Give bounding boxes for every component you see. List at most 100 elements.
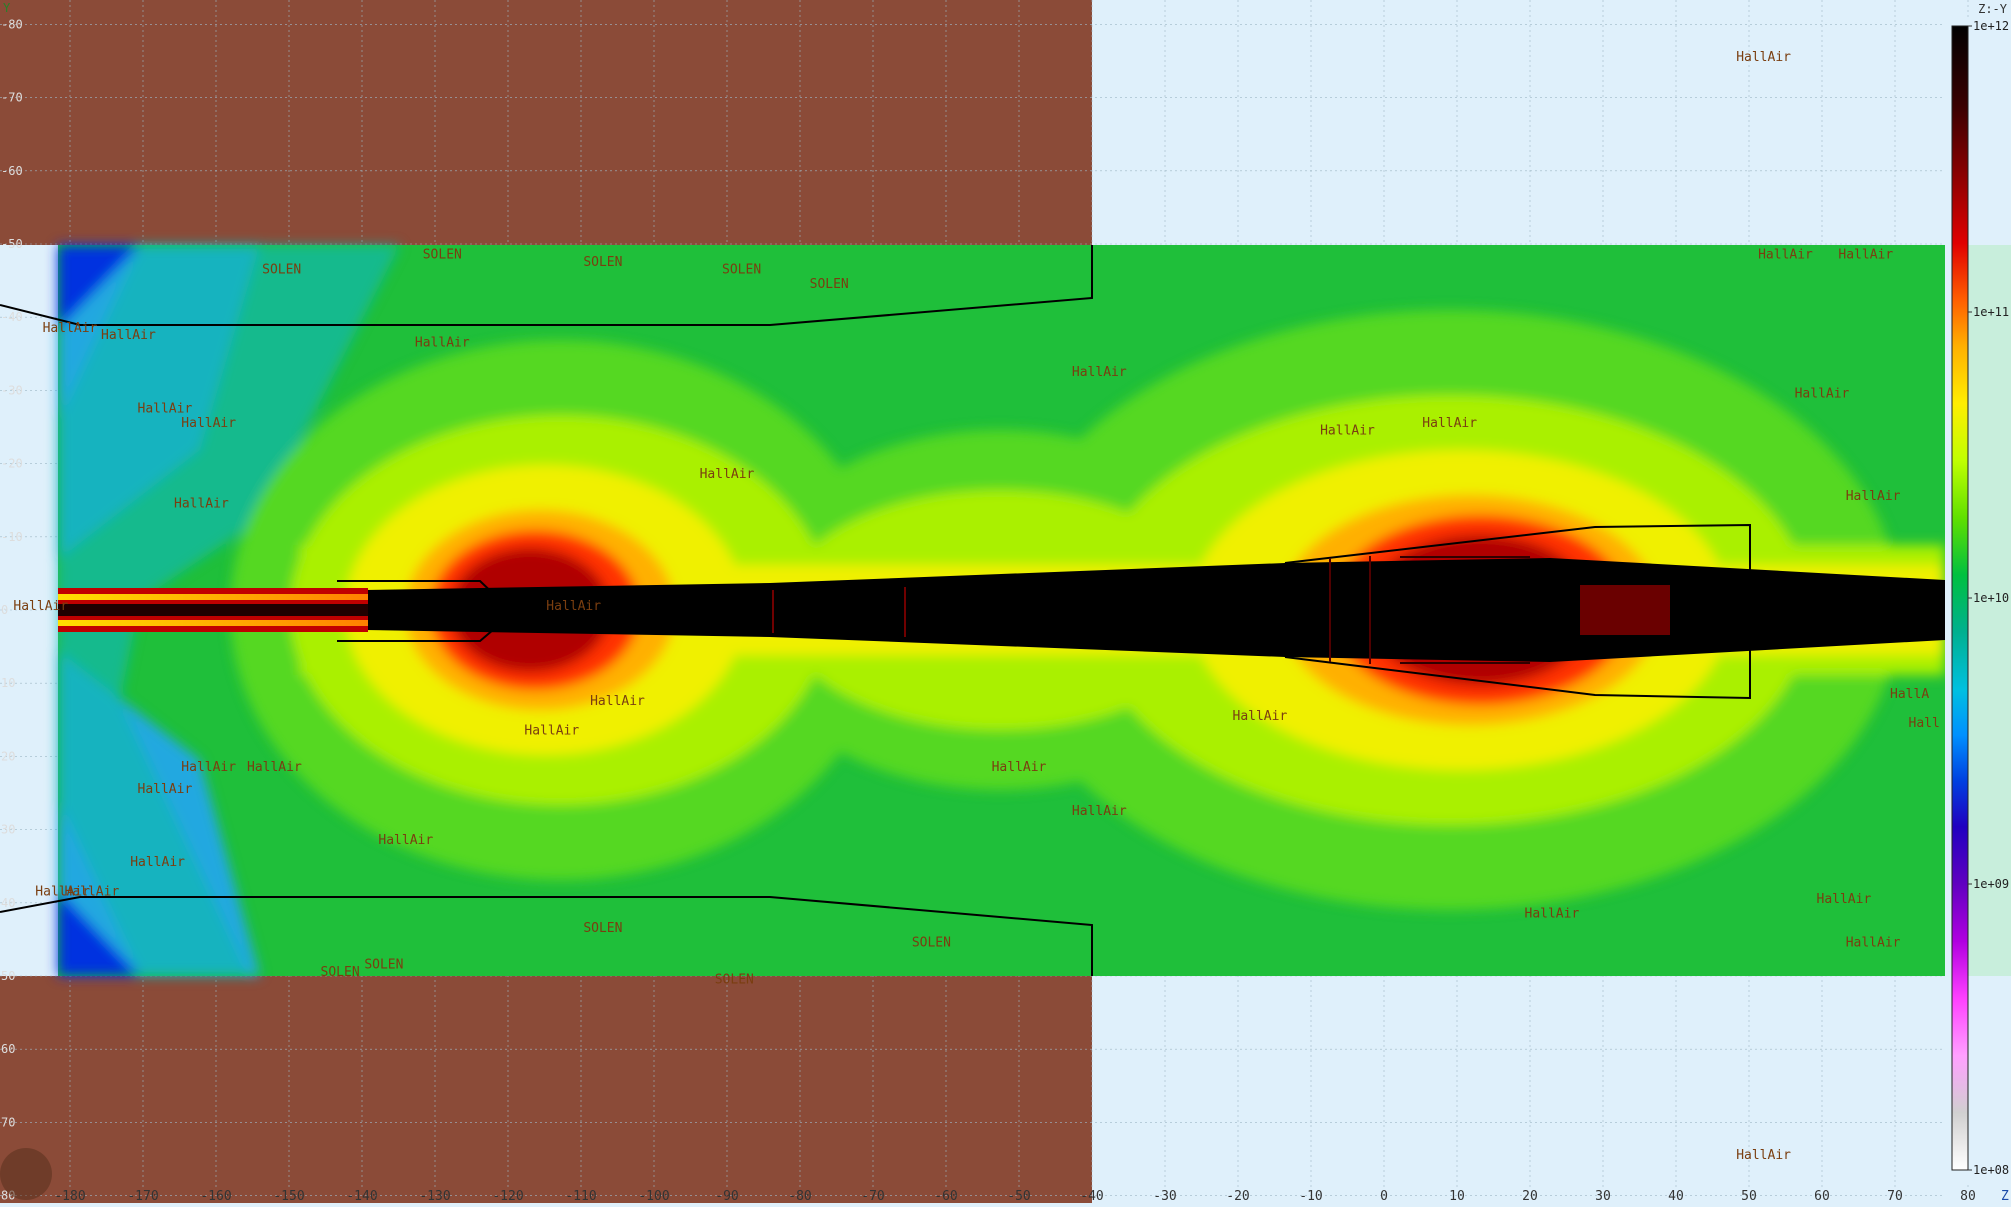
z-tick-label: -140 <box>346 1189 377 1203</box>
region-label: HallAir <box>1320 423 1375 438</box>
region-label: SOLEN <box>583 921 622 936</box>
z-tick-label: 30 <box>1595 1189 1611 1203</box>
region-label: SOLEN <box>583 255 622 270</box>
z-tick-label: 10 <box>1449 1189 1465 1203</box>
region-label: HallAir <box>65 884 120 899</box>
region-label: SOLEN <box>715 972 754 987</box>
y-tick-label: -10 <box>1 530 23 544</box>
region-label: HallAir <box>700 467 755 482</box>
z-tick-label: -160 <box>200 1189 231 1203</box>
region-label: HallAir <box>181 760 236 775</box>
region-label: HallAir <box>1817 892 1872 907</box>
region-label: HallAir <box>43 321 98 336</box>
region-label: HallAir <box>1838 248 1893 263</box>
z-tick-label: 20 <box>1522 1189 1538 1203</box>
colorbar-tick-label: 1e+08 <box>1973 1163 2009 1177</box>
region-label: HallAir <box>1736 50 1791 65</box>
region-label: HallAir <box>35 884 90 899</box>
region-label: SOLEN <box>810 277 849 292</box>
z-tick-label: -80 <box>788 1189 811 1203</box>
origin-marker <box>0 1148 52 1200</box>
y-tick-label: -80 <box>1 17 23 31</box>
z-tick-label: -10 <box>1299 1189 1322 1203</box>
y-tick-label: -30 <box>1 383 23 397</box>
z-tick-label: -110 <box>565 1189 596 1203</box>
y-tick-label: -20 <box>1 457 23 471</box>
region-label: HallAir <box>1525 906 1580 921</box>
z-tick-label: -130 <box>419 1189 450 1203</box>
region-label: SOLEN <box>364 958 403 973</box>
z-tick-label: -150 <box>273 1189 304 1203</box>
region-label: HallAir <box>13 599 68 614</box>
z-tick-label: -70 <box>861 1189 884 1203</box>
region-label: HallAir <box>590 694 645 709</box>
flux-map <box>58 245 1945 976</box>
region-label: SOLEN <box>321 965 360 980</box>
y-tick-label: 40 <box>1 896 15 910</box>
region-label: HallAir <box>181 416 236 431</box>
z-axis-letter: Z <box>2001 1189 2009 1203</box>
region-label: SOLEN <box>423 248 462 263</box>
y-tick-label: -60 <box>1 164 23 178</box>
region-label: SOLEN <box>912 936 951 951</box>
geometry-outlines <box>0 245 1751 976</box>
y-axis-letter: Y <box>3 1 11 15</box>
region-label: HallAir <box>174 497 229 512</box>
region-label: HallAir <box>1846 489 1901 504</box>
region-label: HallA <box>1890 687 1929 702</box>
z-tick-label: -20 <box>1226 1189 1249 1203</box>
y-tick-label: 60 <box>1 1042 15 1056</box>
region-label: HallAir <box>524 723 579 738</box>
z-tick-label: 80 <box>1960 1189 1976 1203</box>
z-tick-label: -30 <box>1153 1189 1176 1203</box>
region-label: HallAir <box>138 401 193 416</box>
z-tick-label: -100 <box>638 1189 669 1203</box>
y-tick-label: 0 <box>1 603 8 617</box>
region-label: HallAir <box>992 760 1047 775</box>
z-tick-label: 0 <box>1380 1189 1388 1203</box>
y-tick-label: 10 <box>1 676 15 690</box>
colorbar: 1e+12 1e+11 1e+10 1e+09 1e+08 <box>1945 19 2011 1183</box>
region-labels: HallAir HallAir SOLEN SOLEN SOLEN SOLEN SOLEN H… <box>13 50 1939 1163</box>
region-label: HallAir <box>101 328 156 343</box>
z-tick-label: -40 <box>1080 1189 1103 1203</box>
y-tick-label: -70 <box>1 91 23 105</box>
projection-label: Z:-Y <box>1978 2 2008 16</box>
region-label: HallAir <box>415 335 470 350</box>
region-label: HallAir <box>1233 709 1288 724</box>
y-tick-label: -40 <box>1 310 23 324</box>
region-label: SOLEN <box>262 262 301 277</box>
colorbar-tick-label: 1e+10 <box>1973 591 2009 605</box>
region-label: Hall <box>1909 716 1940 731</box>
colorbar-tick-label: 1e+12 <box>1973 19 2009 33</box>
region-label: HallAir <box>1846 936 1901 951</box>
soil-region-bottom <box>0 976 1092 1203</box>
y-tick-label: -50 <box>1 237 23 251</box>
z-tick-label: -50 <box>1007 1189 1030 1203</box>
z-tick-label: -170 <box>127 1189 158 1203</box>
z-tick-label: -180 <box>54 1189 85 1203</box>
colorbar-labels: 1e+12 1e+11 1e+10 1e+09 1e+08 <box>1968 19 2009 1177</box>
z-tick-label: 70 <box>1887 1189 1903 1203</box>
soil-region-top <box>0 0 1092 245</box>
z-tick-label: -90 <box>715 1189 738 1203</box>
y-tick-label: 70 <box>1 1115 15 1129</box>
region-label: SOLEN <box>722 262 761 277</box>
y-tick-label: 50 <box>1 969 15 983</box>
z-tick-label: 60 <box>1814 1189 1830 1203</box>
region-label: HallAir <box>546 599 601 614</box>
region-label: HallAir <box>1795 387 1850 402</box>
z-tick-label: 50 <box>1741 1189 1757 1203</box>
region-label: HallAir <box>130 855 185 870</box>
region-label: HallAir <box>378 833 433 848</box>
z-tick-label: 40 <box>1668 1189 1684 1203</box>
region-label: HallAir <box>138 782 193 797</box>
region-label: HallAir <box>1758 248 1813 263</box>
region-label: HallAir <box>1422 416 1477 431</box>
colorbar-tick-label: 1e+09 <box>1973 877 2009 891</box>
y-axis-ticks: -80-70-60-50-40-30-20-100102030405060708… <box>1 17 23 1202</box>
z-tick-label: -60 <box>934 1189 957 1203</box>
colorbar-gradient <box>1951 25 1969 1171</box>
